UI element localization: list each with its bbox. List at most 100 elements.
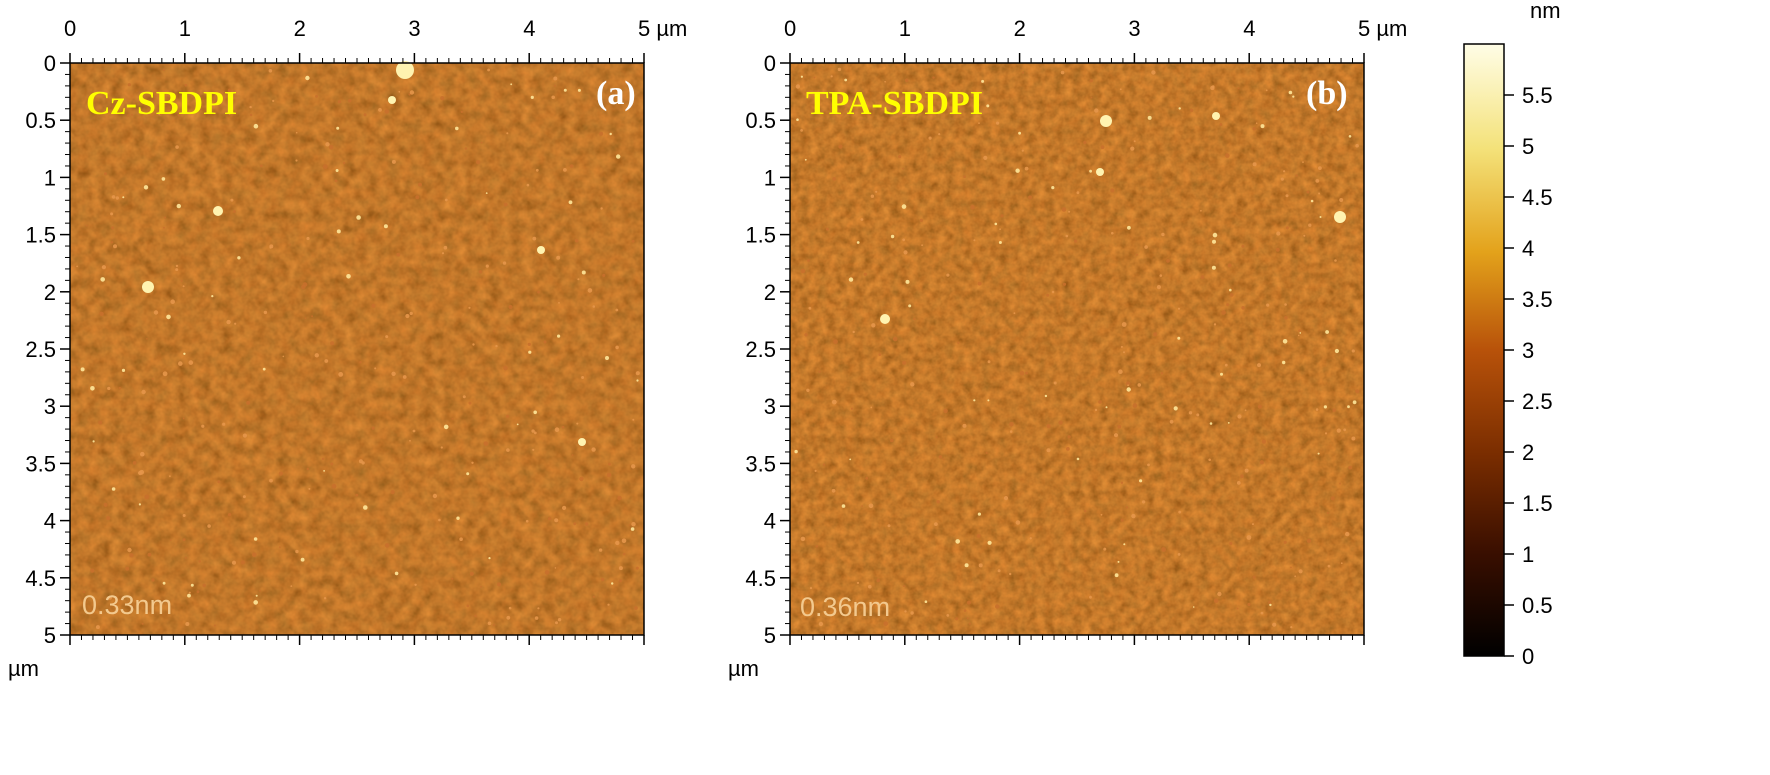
grain-spot-a bbox=[122, 196, 125, 199]
grain-spot-a bbox=[396, 252, 401, 257]
y-tick-label-b: 4.5 bbox=[745, 566, 776, 591]
grain-spot-a bbox=[184, 556, 187, 559]
grain-spot-a bbox=[363, 505, 368, 510]
grain-spot-b bbox=[875, 190, 878, 193]
grain-spot-a bbox=[141, 389, 146, 395]
grain-spot-a bbox=[371, 426, 375, 430]
grain-spot-a bbox=[176, 203, 181, 209]
panel-b: 0 1 2 3 4 5 µm 0 0.5 1 1.5 2 2.5 3 3.5 4 4.5 5 µm TPA-S… bbox=[728, 16, 1407, 681]
grain-spot-b bbox=[1068, 210, 1071, 213]
grain-spot-b bbox=[1332, 408, 1336, 413]
grain-spot-b bbox=[1028, 195, 1033, 200]
grain-spot-b bbox=[1334, 259, 1337, 262]
grain-spot-b bbox=[1284, 315, 1288, 320]
y-unit-label-b: µm bbox=[728, 656, 759, 681]
grain-spot-a bbox=[253, 537, 258, 541]
grain-spot-a bbox=[85, 224, 88, 227]
grain-spot-b bbox=[978, 563, 983, 568]
grain-spot-b bbox=[1240, 474, 1244, 479]
grain-spot-b bbox=[1133, 140, 1136, 143]
grain-spot-b bbox=[1268, 600, 1272, 605]
grain-spot-a bbox=[80, 367, 85, 372]
grain-spot-a bbox=[304, 317, 307, 320]
grain-spot-b bbox=[1060, 70, 1065, 75]
grain-spot-b bbox=[1260, 124, 1265, 129]
grain-spot-b bbox=[1326, 512, 1329, 514]
grain-spot-a bbox=[263, 310, 268, 315]
grain-spot-a bbox=[111, 226, 114, 230]
x-tick-label-b: 1 bbox=[899, 16, 911, 41]
grain-spot-b bbox=[1315, 408, 1319, 411]
grain-spot-b bbox=[994, 222, 998, 226]
grain-spot-a bbox=[533, 431, 537, 435]
grain-spot-a bbox=[328, 144, 334, 150]
grain-spot-a bbox=[182, 417, 185, 420]
grain-spot-b bbox=[1090, 96, 1093, 99]
grain-spot-a bbox=[178, 361, 183, 366]
grain-spot-a bbox=[451, 417, 454, 420]
grain-spot-a bbox=[111, 487, 116, 491]
grain-spot-b bbox=[1227, 263, 1232, 268]
y-tick-label-b: 2.5 bbox=[745, 337, 776, 362]
grain-spot-b bbox=[1141, 500, 1146, 504]
grain-peak-a bbox=[578, 438, 586, 446]
grain-spot-b bbox=[1340, 562, 1343, 565]
grain-spot-b bbox=[800, 129, 803, 132]
grain-spot-a bbox=[355, 493, 359, 497]
grain-spot-b bbox=[932, 76, 935, 79]
colorbar-tick-label: 1 bbox=[1522, 542, 1534, 567]
grain-spot-a bbox=[495, 344, 498, 348]
grain-spot-a bbox=[262, 367, 266, 371]
grain-spot-a bbox=[591, 447, 596, 452]
grain-spot-b bbox=[1334, 348, 1339, 354]
grain-spot-a bbox=[632, 418, 635, 421]
grain-spot-b bbox=[1348, 465, 1353, 470]
y-tick-label-a: 1.5 bbox=[25, 223, 56, 248]
grain-spot-a bbox=[556, 255, 561, 260]
grain-spot-a bbox=[601, 103, 603, 106]
grain-spot-a bbox=[551, 95, 555, 100]
grain-spot-b bbox=[1123, 543, 1126, 546]
grain-spot-a bbox=[278, 471, 283, 476]
grain-spot-b bbox=[1089, 595, 1092, 599]
grain-spot-a bbox=[531, 429, 535, 433]
panel-letter-b: (b) bbox=[1306, 75, 1348, 112]
grain-spot-b bbox=[804, 333, 808, 337]
grain-spot-a bbox=[272, 99, 275, 102]
grain-spot-b bbox=[1306, 538, 1312, 543]
grain-spot-b bbox=[1351, 349, 1355, 353]
grain-spot-a bbox=[162, 581, 166, 585]
grain-spot-a bbox=[337, 100, 341, 104]
grain-spot-a bbox=[175, 268, 179, 272]
grain-spot-a bbox=[606, 472, 612, 478]
grain-spot-b bbox=[810, 605, 814, 609]
grain-spot-a bbox=[198, 91, 200, 93]
grain-spot-b bbox=[903, 250, 908, 255]
grain-spot-a bbox=[314, 353, 319, 358]
grain-spot-a bbox=[132, 461, 137, 465]
grain-spot-b bbox=[1325, 330, 1329, 334]
grain-spot-a bbox=[502, 261, 507, 265]
grain-spot-a bbox=[175, 145, 179, 149]
grain-spot-a bbox=[579, 476, 584, 482]
grain-spot-a bbox=[127, 114, 130, 117]
grain-spot-b bbox=[983, 155, 988, 160]
grain-spot-a bbox=[322, 164, 328, 170]
grain-spot-b bbox=[1127, 225, 1131, 230]
grain-spot-b bbox=[861, 505, 863, 507]
grain-spot-b bbox=[935, 436, 938, 439]
grain-spot-a bbox=[111, 195, 116, 199]
grain-spot-b bbox=[878, 353, 882, 356]
grain-spot-b bbox=[1118, 369, 1123, 375]
grain-spot-a bbox=[144, 494, 150, 500]
grain-spot-b bbox=[833, 339, 838, 345]
grain-spot-b bbox=[825, 227, 829, 231]
grain-spot-a bbox=[576, 422, 579, 425]
grain-spot-a bbox=[384, 109, 390, 114]
x-tick-label-a: 1 bbox=[179, 16, 191, 41]
grain-spot-b bbox=[1327, 564, 1331, 568]
grain-spot-b bbox=[1297, 334, 1300, 337]
grain-spot-b bbox=[800, 75, 804, 78]
grain-spot-b bbox=[1130, 146, 1135, 151]
grain-spot-b bbox=[1261, 439, 1266, 444]
